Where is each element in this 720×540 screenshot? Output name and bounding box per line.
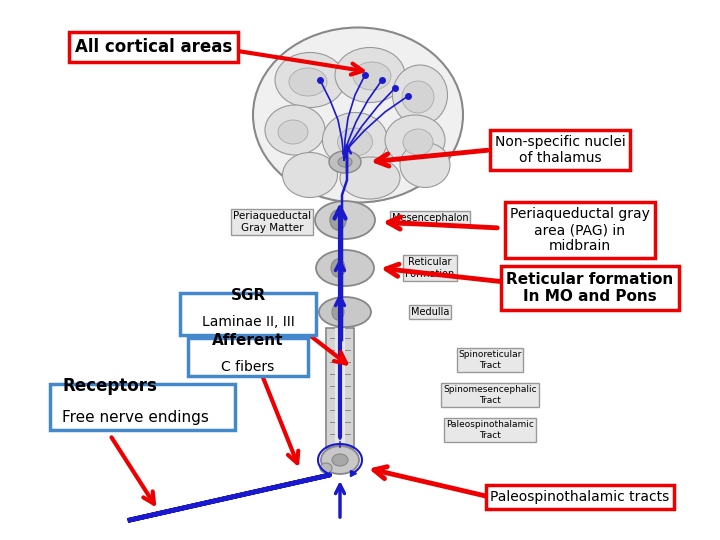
Ellipse shape [316, 250, 374, 286]
Ellipse shape [340, 157, 400, 199]
Text: Reticular
Formation: Reticular Formation [405, 257, 454, 279]
Ellipse shape [315, 201, 375, 239]
Text: Periaqueductal gray
area (PAG) in
midbrain: Periaqueductal gray area (PAG) in midbra… [510, 207, 650, 253]
Ellipse shape [321, 446, 359, 474]
Text: Periaqueductal
Gray Matter: Periaqueductal Gray Matter [233, 211, 311, 233]
Ellipse shape [385, 115, 445, 165]
Ellipse shape [335, 48, 405, 103]
Text: Spinomesencephalic
Tract: Spinomesencephalic Tract [444, 386, 537, 404]
Text: Mesencephalon: Mesencephalon [392, 213, 468, 223]
Text: Spinoreticular
Tract: Spinoreticular Tract [459, 350, 522, 370]
Ellipse shape [253, 28, 463, 202]
Text: Afferent: Afferent [212, 333, 284, 348]
Ellipse shape [402, 81, 434, 113]
Text: Laminae II, III: Laminae II, III [202, 315, 294, 329]
Text: Paleospinothalamic tracts: Paleospinothalamic tracts [490, 490, 670, 504]
Text: Reticular formation
In MO and Pons: Reticular formation In MO and Pons [506, 272, 674, 304]
Text: Receptors: Receptors [62, 377, 157, 395]
Text: Free nerve endings: Free nerve endings [62, 410, 209, 425]
Ellipse shape [319, 297, 371, 327]
Ellipse shape [353, 62, 391, 90]
FancyBboxPatch shape [180, 293, 316, 335]
Ellipse shape [289, 68, 327, 96]
Text: C fibers: C fibers [221, 360, 274, 374]
Ellipse shape [320, 463, 332, 473]
Text: All cortical areas: All cortical areas [75, 38, 233, 56]
Ellipse shape [282, 152, 338, 198]
FancyBboxPatch shape [50, 384, 235, 430]
Ellipse shape [323, 112, 387, 167]
Ellipse shape [338, 157, 352, 167]
Bar [326, 328, 354, 448]
Ellipse shape [332, 454, 348, 466]
Text: Paleospinothalamic
Tract: Paleospinothalamic Tract [446, 420, 534, 440]
Ellipse shape [332, 304, 344, 320]
Ellipse shape [329, 151, 361, 173]
Ellipse shape [403, 129, 433, 155]
Ellipse shape [265, 105, 325, 155]
Text: Medulla: Medulla [411, 307, 449, 317]
Ellipse shape [400, 143, 450, 187]
Text: SGR: SGR [230, 288, 266, 303]
FancyBboxPatch shape [188, 338, 308, 376]
Bar [335, 328, 345, 448]
Ellipse shape [338, 128, 372, 156]
Ellipse shape [331, 259, 345, 277]
Ellipse shape [275, 52, 345, 107]
Ellipse shape [392, 65, 448, 125]
Ellipse shape [330, 210, 346, 230]
Text: Non-specific nuclei
of thalamus: Non-specific nuclei of thalamus [495, 135, 626, 165]
Ellipse shape [278, 120, 308, 144]
